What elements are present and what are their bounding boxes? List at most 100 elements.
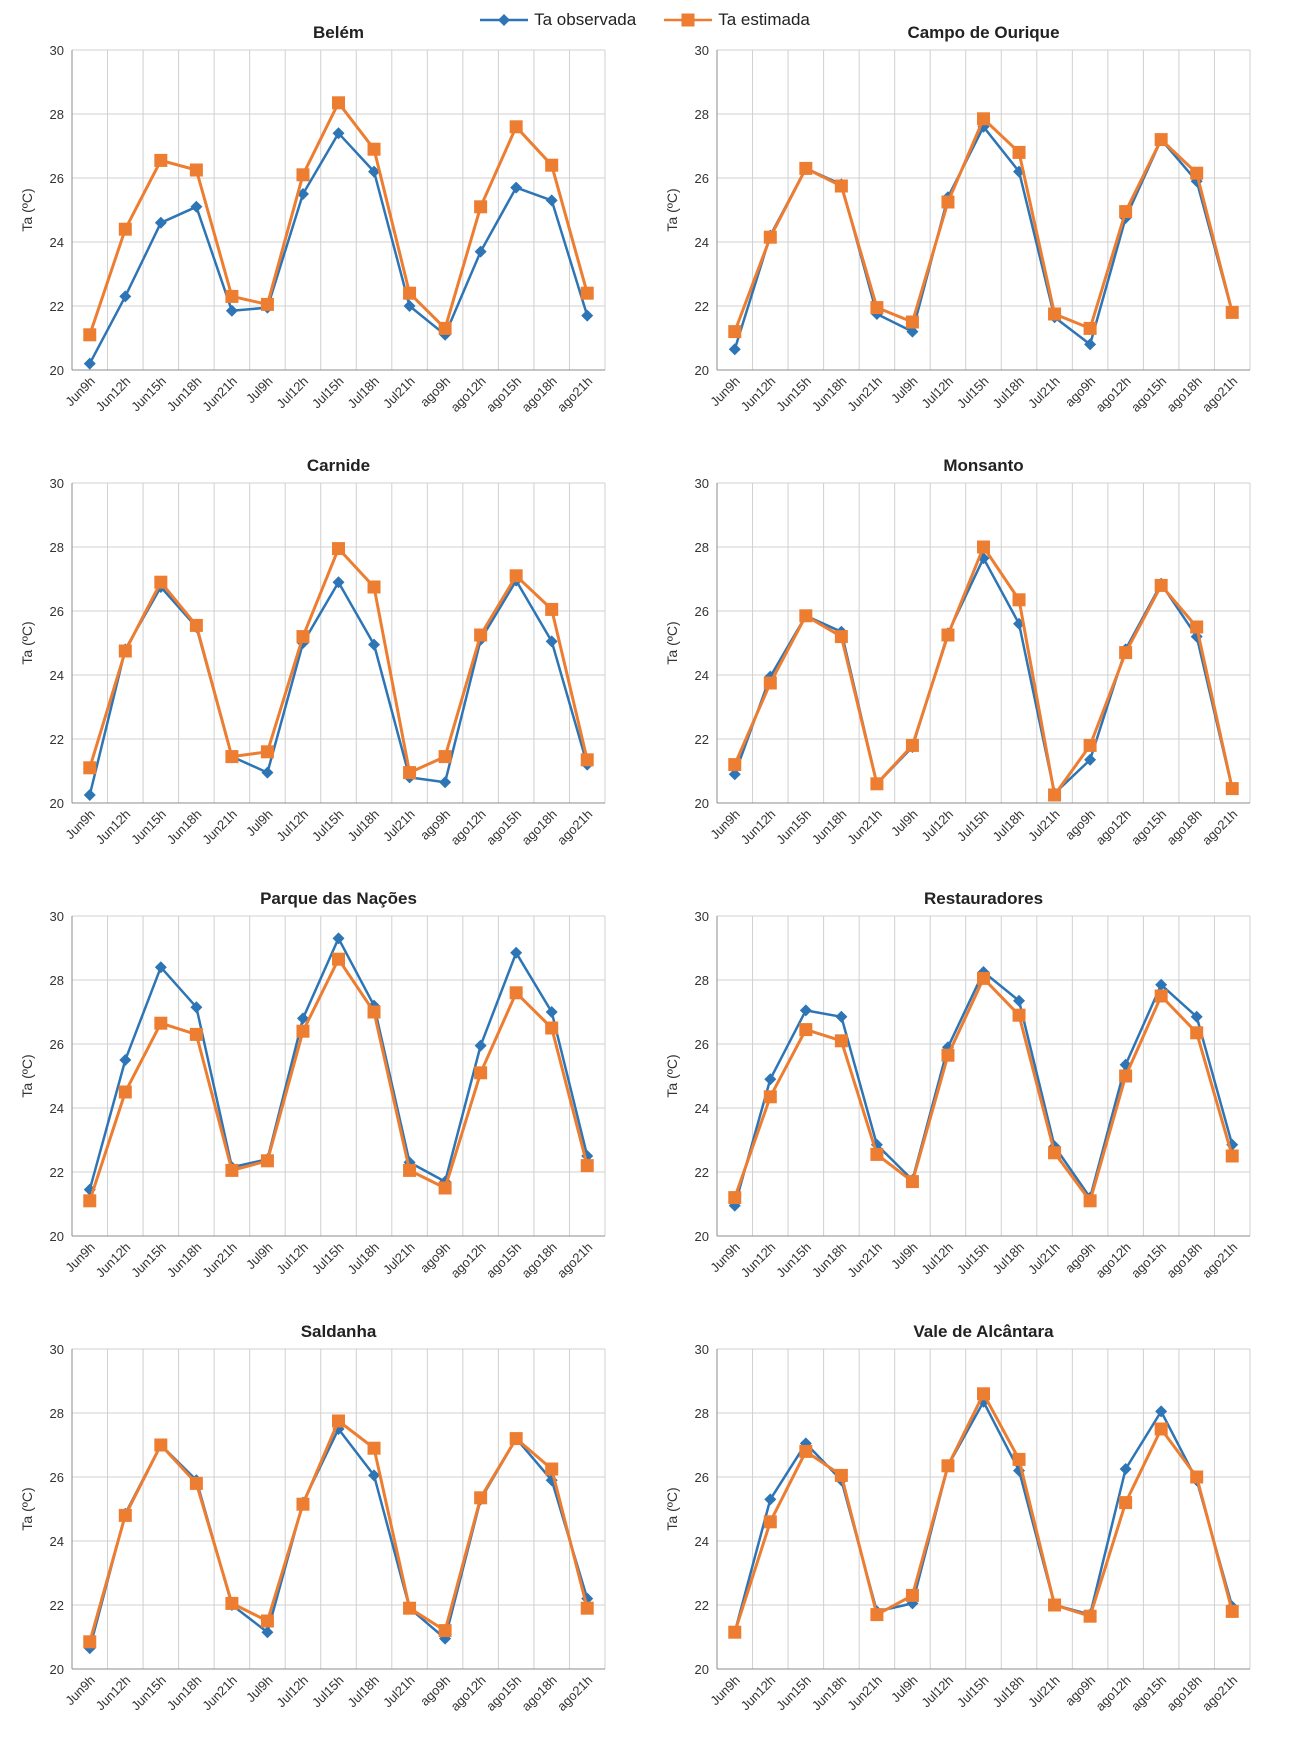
series-line: [88, 131, 589, 365]
legend-label: Ta observada: [534, 10, 637, 29]
y-tick-label: 24: [695, 668, 709, 683]
chart-legend: Ta observada Ta estimada: [0, 6, 1290, 34]
legend-label: Ta estimada: [718, 10, 810, 29]
data-point: [835, 1010, 848, 1023]
x-tick-label: Jul9h: [243, 374, 276, 407]
chart-title: Saldanha: [301, 1322, 377, 1341]
data-point: [438, 1181, 452, 1195]
data-point: [296, 168, 310, 182]
x-tick-label: Jun21h: [844, 1673, 885, 1714]
x-tick-label: ago12h: [447, 1673, 488, 1714]
series-observada: [83, 932, 594, 1196]
data-point: [834, 630, 848, 644]
y-tick-label: 20: [695, 1662, 709, 1677]
chart-panel-parque-das-nações: Parque das Nações 20 22 24 26 28 30 Ta (ºC) Jun9…: [0, 866, 645, 1296]
x-tick-label: ago12h: [447, 1240, 488, 1281]
data-point: [941, 628, 955, 642]
x-tick-label: ago21h: [554, 807, 595, 848]
data-point: [332, 1414, 345, 1428]
series-observada: [728, 966, 1239, 1212]
y-axis-label: Ta (ºC): [664, 188, 680, 231]
x-tick-label: Jun12h: [93, 1240, 134, 1281]
data-point: [260, 1154, 274, 1168]
data-point: [332, 576, 345, 589]
gridlines: [716, 915, 1251, 1237]
x-tick-label: ago12h: [1092, 1673, 1133, 1714]
y-tick-label: 28: [695, 973, 709, 988]
x-tick-label: Jun18h: [809, 374, 850, 415]
data-point: [403, 1601, 417, 1615]
data-point: [1048, 307, 1062, 321]
data-point: [1225, 782, 1239, 796]
y-axis-label: Ta (ºC): [19, 1054, 35, 1097]
data-point: [1190, 1470, 1204, 1484]
data-point: [296, 1024, 310, 1038]
chart-title: Campo de Ourique: [907, 23, 1059, 42]
x-tick-label: ago21h: [1199, 1673, 1240, 1714]
x-tick-label: Jul18h: [989, 1673, 1027, 1711]
x-tick-label: ago15h: [1128, 1240, 1169, 1281]
data-point: [799, 1437, 812, 1450]
y-tick-label: 28: [695, 540, 709, 555]
x-tick-label: Jun21h: [199, 374, 240, 415]
x-tick-label: Jun15h: [128, 1240, 169, 1281]
series-estimada: [728, 112, 1239, 339]
data-point: [154, 1016, 168, 1030]
data-point: [1119, 1496, 1133, 1510]
data-point: [261, 1626, 274, 1639]
x-tick-label: Jul18h: [989, 374, 1027, 412]
series-observada: [83, 1423, 594, 1655]
x-tick-label: Jun18h: [164, 1240, 205, 1281]
x-tick-label: Jun15h: [773, 1673, 814, 1714]
data-point: [1154, 989, 1168, 1003]
y-tick-label: 22: [695, 1598, 709, 1613]
chart-panel-vale-de-alcântara: Vale de Alcântara 20 22 24 26 28 30 Ta (ºC) Jun9…: [645, 1299, 1290, 1729]
data-point: [403, 286, 417, 300]
x-tick-label: Jul9h: [243, 1673, 276, 1706]
x-tick-label: ago12h: [1092, 807, 1133, 848]
x-tick-label: Jul15h: [309, 374, 347, 412]
x-tick-label: ago21h: [1199, 374, 1240, 415]
data-point: [870, 777, 884, 791]
chart-title: Restauradores: [924, 889, 1043, 908]
y-tick-label: 22: [695, 1165, 709, 1180]
chart-title: Vale de Alcântara: [913, 1322, 1054, 1341]
data-point: [870, 1147, 884, 1161]
data-point: [438, 750, 452, 764]
y-tick-label: 24: [695, 1101, 709, 1116]
series-estimada: [83, 952, 594, 1208]
legend-marker-diamond: [498, 14, 511, 26]
data-point: [189, 1476, 203, 1490]
x-tick-label: Jul21h: [380, 1673, 418, 1711]
x-tick-label: ago18h: [519, 807, 560, 848]
x-tick-label: Jul21h: [380, 1240, 418, 1278]
chart-title: Belém: [313, 23, 364, 42]
data-point: [368, 1469, 381, 1482]
data-point: [545, 602, 559, 616]
x-tick-label: ago18h: [1164, 1240, 1205, 1281]
data-point: [834, 1468, 848, 1482]
legend-item-observada: Ta observada: [480, 6, 636, 34]
data-point: [763, 1090, 777, 1104]
y-tick-label: 30: [695, 909, 709, 924]
y-tick-label: 26: [695, 171, 709, 186]
y-axis-label: Ta (ºC): [19, 621, 35, 664]
chart-title: Carnide: [307, 456, 370, 475]
data-point: [225, 289, 239, 303]
y-tick-label: 26: [50, 1470, 64, 1485]
x-tick-label: Jul18h: [344, 1673, 382, 1711]
data-point: [118, 222, 132, 236]
x-tick-label: ago18h: [519, 1673, 560, 1714]
data-point: [1190, 1026, 1204, 1040]
y-tick-label: 20: [50, 1662, 64, 1677]
x-tick-label: ago12h: [1092, 1240, 1133, 1281]
series-estimada: [728, 1387, 1239, 1639]
legend-marker-square: [681, 13, 695, 27]
y-tick-label: 22: [695, 299, 709, 314]
y-tick-label: 20: [695, 796, 709, 811]
